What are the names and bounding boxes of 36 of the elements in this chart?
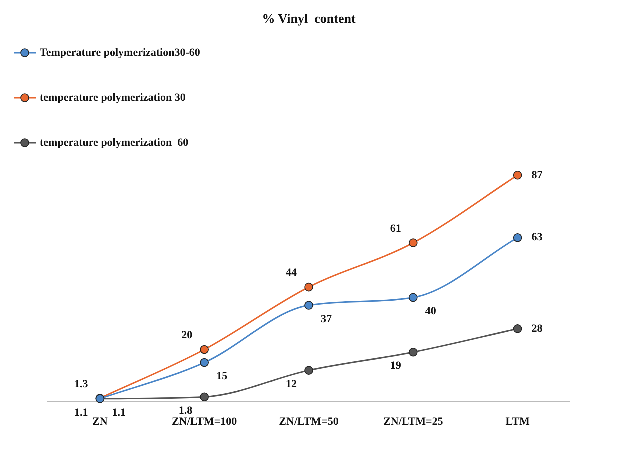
data-label: 1.3: [74, 378, 89, 390]
x-tick-label: ZN/LTM=25: [384, 416, 444, 428]
data-label: 1.1: [112, 406, 126, 419]
data-label: 1.8: [178, 404, 194, 417]
legend-label: temperature polymerization 30: [40, 92, 186, 104]
data-label: 28: [532, 322, 544, 335]
point: [200, 392, 209, 402]
data-label: 20: [182, 330, 194, 342]
x-tick-label: ZN: [92, 416, 108, 428]
x-tick-label: ZN/LTM=50: [279, 416, 340, 428]
point: [513, 233, 522, 242]
data-label: 1.1: [74, 406, 88, 419]
x-tick-label: LTM: [506, 416, 530, 428]
data-label: 61: [390, 222, 402, 235]
legend-label: Temperature polymerization30-60: [40, 46, 201, 59]
point: [200, 358, 209, 368]
point: [409, 238, 418, 248]
data-label: 63: [532, 232, 544, 244]
data-label: 44: [286, 267, 298, 280]
point: [304, 366, 314, 375]
point: [513, 171, 522, 180]
data-label: 87: [532, 169, 544, 182]
point: [304, 301, 314, 310]
data-label: 12: [286, 378, 298, 390]
point: [513, 324, 522, 334]
legend-label: temperature polymerization 60: [40, 136, 190, 149]
data-label: 15: [216, 370, 228, 383]
point: [409, 293, 418, 302]
chart-title: % Vinyl content: [262, 11, 356, 26]
data-label: 37: [321, 313, 332, 326]
data-label: 40: [425, 306, 437, 318]
x-tick-label: ZN/LTM=100: [172, 416, 238, 428]
point: [200, 345, 209, 354]
point: [304, 282, 314, 292]
point: [409, 348, 418, 357]
data-label: 19: [390, 360, 402, 372]
